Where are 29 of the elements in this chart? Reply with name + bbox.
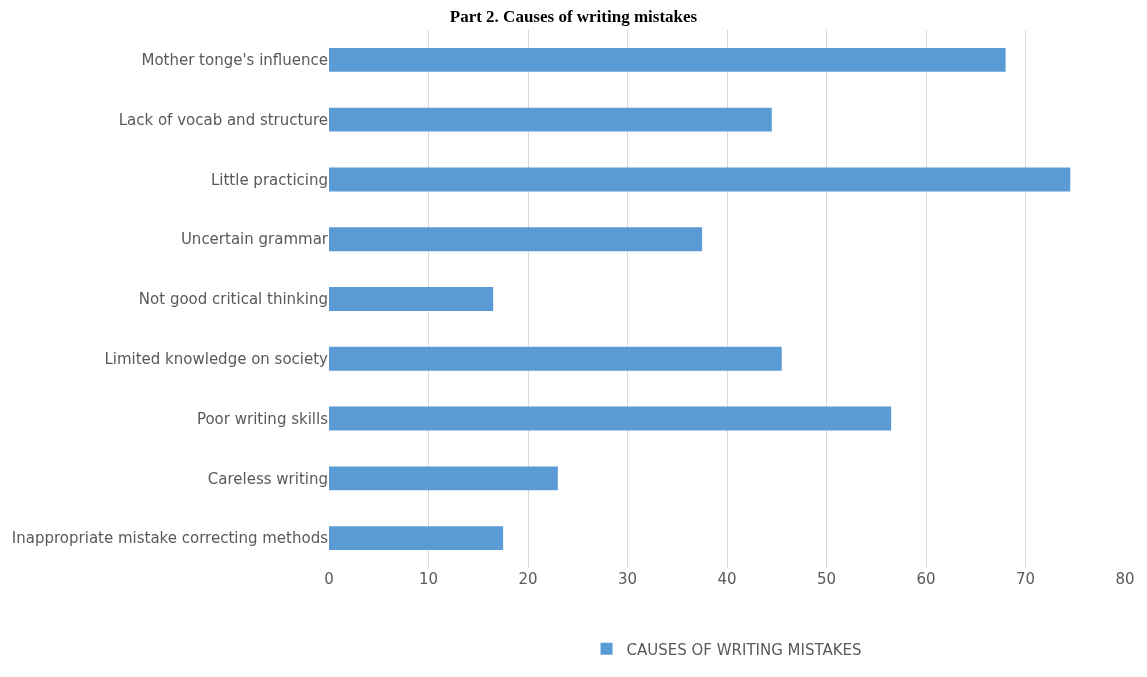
y-tick-label: Limited knowledge on society	[104, 350, 329, 369]
bar	[329, 287, 494, 311]
x-tick-label: 50	[816, 570, 837, 588]
bar	[329, 346, 782, 371]
x-tick-label: 60	[916, 570, 936, 588]
y-tick-label: Not good critical thinking	[138, 290, 328, 309]
x-tick-label: 40	[717, 570, 737, 588]
x-tick-label: 70	[1015, 570, 1036, 588]
x-tick-label: 0	[324, 570, 334, 588]
y-tick-label: Mother tonge's influence	[141, 51, 328, 70]
y-tick-label: Careless writing	[207, 469, 328, 488]
bar	[329, 107, 772, 132]
x-tick-label: 10	[418, 570, 439, 588]
bar	[329, 406, 892, 431]
chart-title: Part 2. Causes of writing mistakes	[449, 7, 698, 27]
y-tick-label: Poor writing skills	[196, 409, 329, 428]
bar	[329, 227, 703, 252]
y-tick-label: Uncertain grammar	[180, 230, 329, 249]
bar	[329, 47, 1006, 72]
bar	[329, 526, 504, 551]
y-tick-label: Inappropriate mistake correcting methods	[11, 529, 329, 548]
x-tick-label: 20	[518, 570, 538, 588]
y-tick-label: Little practicing	[210, 170, 328, 189]
x-tick-label: 80	[1115, 570, 1135, 588]
x-tick-label: 30	[617, 570, 638, 588]
bar	[329, 167, 1071, 192]
bar	[329, 466, 558, 491]
y-tick-label: Lack of vocab and structure	[118, 110, 328, 129]
legend-label: CAUSES OF WRITING MISTAKES	[626, 640, 862, 659]
